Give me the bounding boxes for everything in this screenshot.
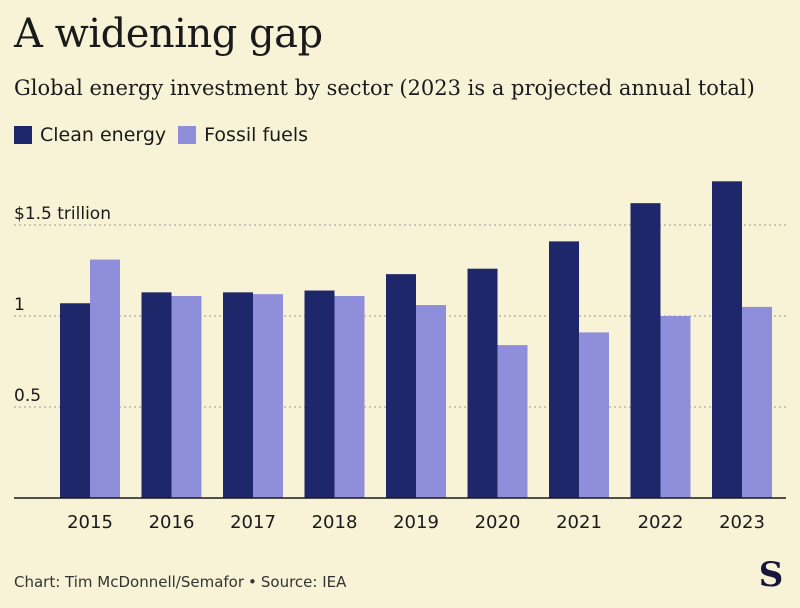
legend-item-clean: Clean energy [14,124,166,146]
legend-item-fossil: Fossil fuels [178,124,308,146]
semafor-logo-icon: S [758,555,784,595]
bar-clean-2018 [304,290,335,498]
bar-fossil-2018 [334,295,365,498]
chart-subtitle: Global energy investment by sector (2023… [14,76,755,100]
bar-clean-2016 [141,292,172,498]
footer-separator: • [248,573,257,591]
y-tick-label-2: $1.5 trillion [14,204,111,224]
bar-fossil-2023 [742,306,772,498]
bar-fossil-2022 [660,316,691,498]
bar-fossil-2020 [497,345,528,498]
y-tick-label-0: 0.5 [14,386,41,406]
x-tick-label-2015: 2015 [67,512,113,533]
legend: Clean energy Fossil fuels [14,124,308,146]
bar-fossil-2021 [579,332,609,498]
footer: Chart: Tim McDonnell/Semafor • Source: IEA [14,573,346,591]
y-tick-label-1: 1 [14,295,25,315]
x-tick-label-2022: 2022 [638,512,684,533]
chart-title: A widening gap [14,11,323,57]
bar-clean-2021 [549,241,579,498]
x-tick-label-2019: 2019 [393,512,439,533]
bar-fossil-2016 [171,295,202,498]
footer-credit: Chart: Tim McDonnell/Semafor [14,573,245,591]
x-tick-label-2021: 2021 [556,512,602,533]
bar-clean-2019 [386,274,416,498]
x-tick-label-2023: 2023 [719,512,765,533]
bar-clean-2015 [60,303,90,498]
footer-source: Source: IEA [260,573,347,591]
bar-fossil-2019 [416,305,446,498]
bar-fossil-2017 [253,294,283,498]
bar-clean-2020 [467,268,498,498]
bar-clean-2023 [712,181,742,498]
x-tick-label-2020: 2020 [475,512,521,533]
x-tick-label-2017: 2017 [230,512,276,533]
legend-swatch-fossil [178,126,197,144]
bar-clean-2017 [223,292,253,498]
legend-label-clean: Clean energy [40,124,167,146]
x-tick-label-2016: 2016 [149,512,195,533]
bar-clean-2022 [630,203,661,498]
legend-label-fossil: Fossil fuels [204,124,309,146]
bar-fossil-2015 [90,259,120,498]
legend-swatch-clean [14,126,32,144]
x-tick-label-2018: 2018 [312,512,358,533]
